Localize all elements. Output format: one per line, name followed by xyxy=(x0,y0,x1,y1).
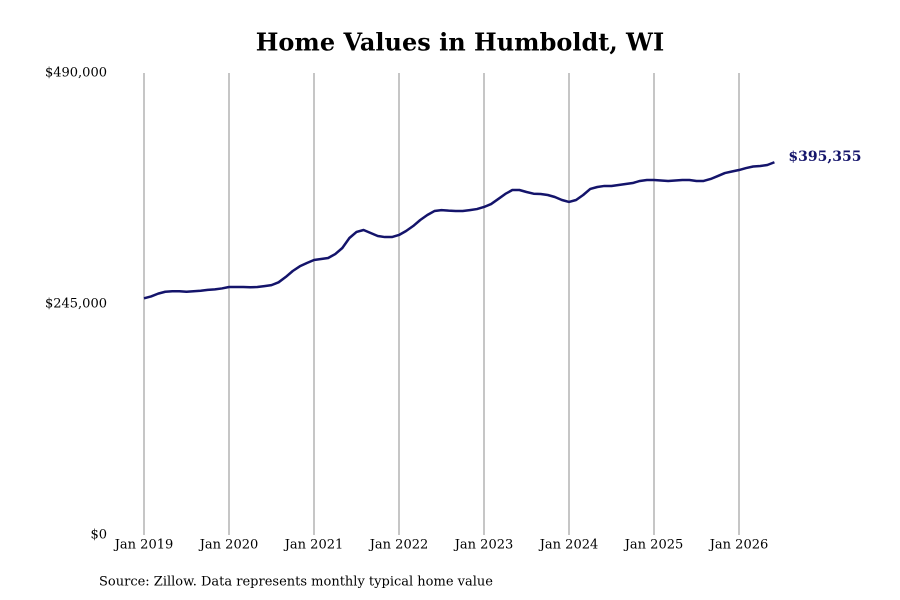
x-tick-label: Jan 2022 xyxy=(368,538,429,553)
y-tick-label: $490,000 xyxy=(45,66,107,81)
end-value-label: $395,355 xyxy=(788,149,861,165)
x-tick-label: Jan 2020 xyxy=(198,538,259,553)
x-tick-label: Jan 2024 xyxy=(538,538,599,553)
y-tick-label: $245,000 xyxy=(45,297,107,312)
line xyxy=(143,161,775,300)
chart-title: Home Values in Humboldt, WI xyxy=(256,28,664,57)
x-tick-label: Jan 2021 xyxy=(283,538,344,553)
x-tick-label: Jan 2019 xyxy=(113,538,174,553)
x-tick-label: Jan 2026 xyxy=(708,538,769,553)
x-tick-label: Jan 2023 xyxy=(453,538,514,553)
source-note: Source: Zillow. Data represents monthly … xyxy=(99,575,493,590)
y-tick-label: $0 xyxy=(90,528,107,543)
x-tick-label: Jan 2025 xyxy=(623,538,684,553)
